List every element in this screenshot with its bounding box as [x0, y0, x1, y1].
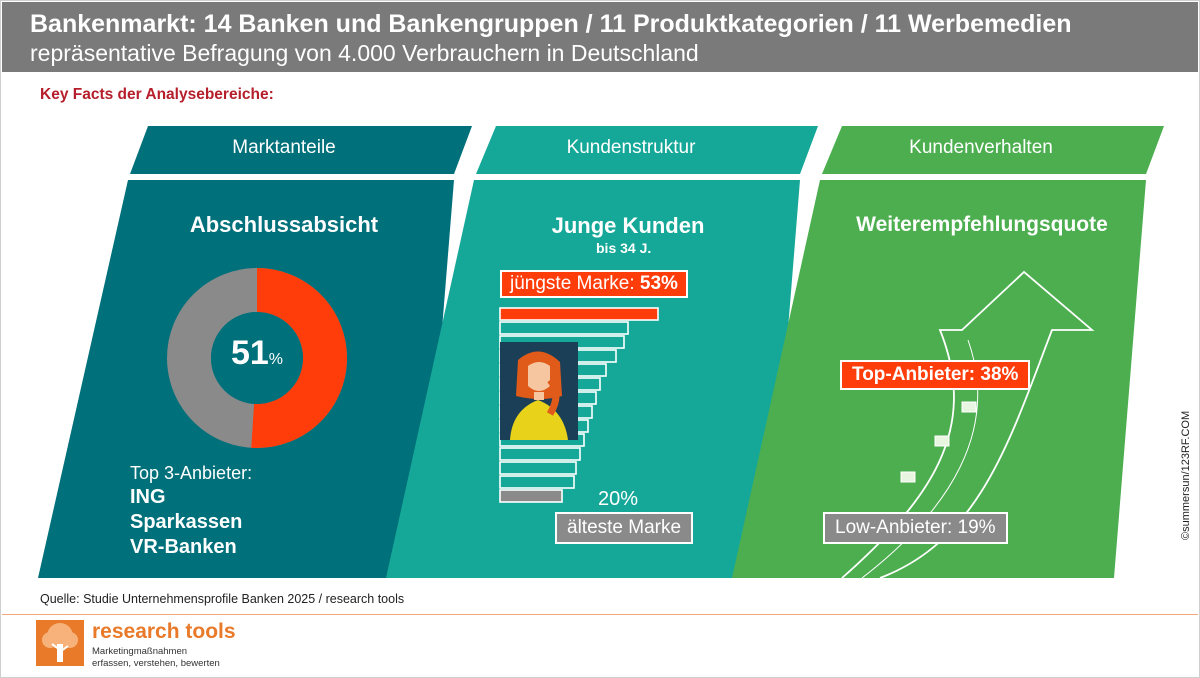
- age-bar-oldest: [499, 489, 563, 503]
- person-illustration: [500, 342, 578, 440]
- youngest-brand-value: 53%: [639, 273, 678, 294]
- top-provider-badge: Top-Anbieter: 38%: [840, 360, 1031, 390]
- panel-kundenstruktur-title: Junge Kunden: [551, 213, 705, 238]
- top3-item: ING: [130, 486, 166, 508]
- logo-tagline: erfassen, verstehen, bewerten: [92, 658, 220, 669]
- header-subtitle: repräsentative Befragung von 4.000 Verbr…: [30, 40, 699, 66]
- panel-kundenverhalten-header: Kundenverhalten: [909, 137, 1053, 158]
- donut-center-value: 51%: [209, 334, 305, 373]
- age-bar: [499, 321, 629, 335]
- panel-marktanteile-title: Abschlussabsicht: [189, 212, 379, 237]
- age-bar: [499, 447, 581, 461]
- oldest-brand-badge: älteste Marke: [555, 512, 694, 544]
- logo-name: research tools: [92, 620, 236, 643]
- donut-unit: %: [268, 351, 284, 368]
- panel-marktanteile-header-shape: [130, 126, 472, 174]
- donut-chart: [167, 268, 347, 448]
- logo-tagline: Marketingmaßnahmen: [92, 646, 188, 657]
- top3-item: Sparkassen: [130, 511, 243, 533]
- source-note: Quelle: Studie Unternehmensprofile Banke…: [40, 592, 405, 606]
- footer-divider: [2, 614, 1198, 615]
- donut-hole: [211, 312, 303, 404]
- top3-item: VR-Banken: [130, 536, 237, 558]
- age-bar: [499, 307, 659, 321]
- low-provider-badge: Low-Anbieter: 19%: [823, 512, 1008, 544]
- header-title: Bankenmarkt: 14 Banken und Bankengruppen…: [30, 10, 1072, 38]
- oldest-brand-value: 20%: [598, 488, 639, 510]
- age-bar: [499, 475, 575, 489]
- photo-credit: ©summersun/123RF.COM: [1180, 410, 1192, 540]
- header-bar: Bankenmarkt: 14 Banken und Bankengruppen…: [2, 2, 1198, 72]
- youngest-brand-label: jüngste Marke:: [510, 273, 640, 294]
- panel-kundenstruktur-body-shape: [386, 180, 800, 578]
- key-facts-label: Key Facts der Analysebereiche:: [40, 86, 274, 103]
- donut-value-arc: [167, 268, 347, 448]
- panel-kundenstruktur-header: Kundenstruktur: [566, 137, 696, 158]
- age-subtitle: bis 34 J.: [596, 240, 652, 256]
- panel-kundenstruktur-header-shape: [476, 126, 818, 174]
- top3-label: Top 3-Anbieter:: [130, 463, 253, 483]
- donut-value: 51: [230, 334, 269, 372]
- tree-icon: [36, 620, 84, 666]
- panel-kundenverhalten-title: Weiterempfehlungsquote: [856, 213, 1108, 236]
- age-bar: [499, 461, 577, 475]
- panel-kundenverhalten-header-shape: [822, 126, 1164, 174]
- panel-marktanteile-header: Marktanteile: [232, 137, 336, 158]
- youngest-brand-badge: jüngste Marke: 53%: [500, 270, 688, 298]
